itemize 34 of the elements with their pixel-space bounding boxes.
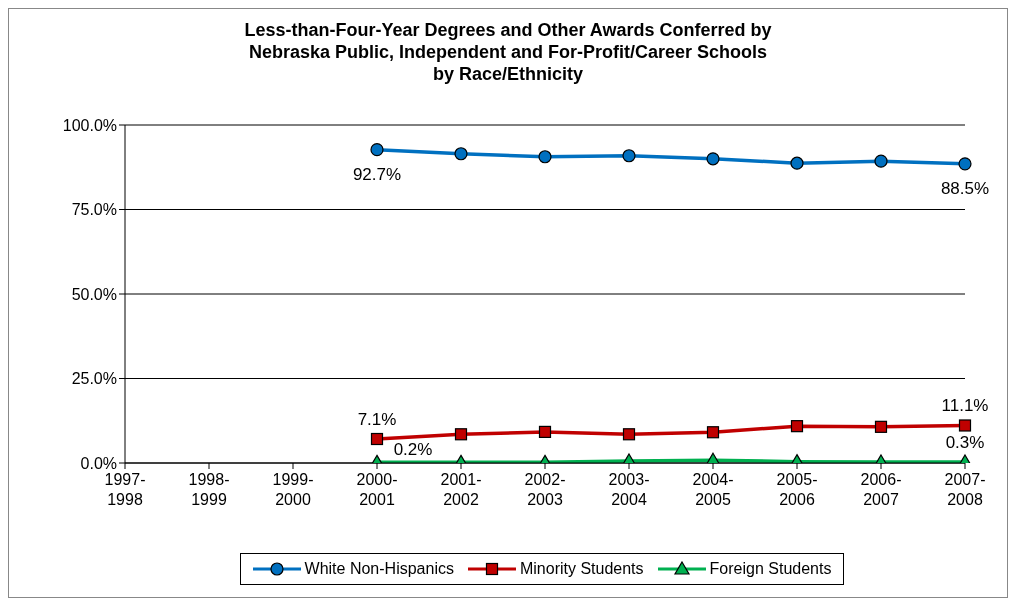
- legend-label: Foreign Students: [708, 560, 832, 578]
- x-tick-label: 1999- 2000: [272, 471, 314, 508]
- x-tick-label: 2002- 2003: [524, 471, 566, 508]
- data-label: 92.7%: [352, 164, 402, 184]
- y-tick-label: 0.0%: [80, 454, 117, 472]
- point: [622, 149, 636, 163]
- data-label: 11.1%: [941, 396, 989, 416]
- y-tick-label: 75.0%: [71, 201, 117, 219]
- x-tick-label: 2000- 2001: [356, 471, 398, 508]
- point: [370, 143, 384, 157]
- y-tick-label: 100.0%: [62, 116, 117, 134]
- x-tick-label: 2007- 2008: [944, 471, 986, 508]
- x-tick-label: 1998- 1999: [188, 471, 230, 508]
- data-label: 0.2%: [393, 440, 433, 460]
- x-tick-label: 1997- 1998: [104, 471, 146, 508]
- data-label: 7.1%: [357, 410, 397, 429]
- data-label: 88.5%: [940, 178, 990, 198]
- point: [874, 154, 888, 168]
- point: [706, 152, 720, 166]
- x-tick-label: 2001- 2002: [440, 471, 482, 508]
- x-tick-label: 2004- 2005: [692, 471, 734, 508]
- legend-label: White Non-Hispanics: [303, 560, 454, 578]
- point: [454, 147, 468, 161]
- x-tick-label: 2005- 2006: [776, 471, 818, 508]
- point: [958, 157, 972, 171]
- x-tick-label: 2006- 2007: [860, 471, 902, 508]
- point: [790, 156, 804, 170]
- x-tick-label: 2003- 2004: [608, 471, 650, 508]
- chart-title: Less-than-Four-Year Degrees and Other Awards Conferred by Nebraska Public, Independent and For-Profit/Career Schools by Race/Ethnicity: [243, 19, 773, 85]
- data-label: 0.3%: [945, 432, 985, 452]
- legend-label: Minority Students: [518, 560, 644, 578]
- y-tick-label: 25.0%: [71, 370, 117, 388]
- y-tick-label: 50.0%: [71, 285, 117, 303]
- point: [538, 150, 552, 164]
